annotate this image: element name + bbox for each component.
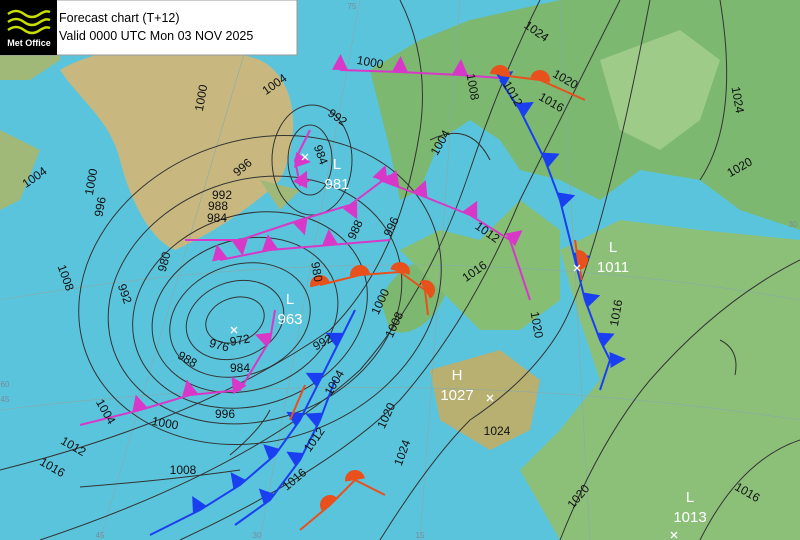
isobar-label: 980 [155,250,174,273]
isobar-label: 996 [215,407,235,421]
isobar-label: 988 [208,199,228,213]
centre-type: L [686,489,694,506]
isobar-label: 1000 [82,167,100,196]
logo-waves [7,9,51,35]
graticule-label: 15 [416,531,425,540]
isobar-label: 1000 [151,414,180,432]
centre-pressure: 963 [277,311,302,328]
graticule-label: 75 [348,2,357,11]
graticule-label: 45 [96,531,105,540]
fronts [79,54,626,536]
centre-type: H [452,367,463,384]
graticule-label: 45 [1,395,10,404]
centre-pressure: 1013 [673,509,706,526]
isobar-label: 976 [208,336,231,355]
centre-type: L [333,156,341,173]
isobar-label: 1000 [192,83,210,112]
isobar-label: 1020 [528,310,546,339]
isobar-label: 980 [308,261,325,283]
centre-crosses [230,153,678,539]
isobar-label: 984 [207,211,227,225]
centre-pressure: 1027 [440,387,473,404]
centre-type: L [609,239,617,256]
graticule-label: 30 [789,220,798,229]
isobar-label: 972 [229,331,251,348]
centre-pressure: 1011 [597,259,629,276]
isobar-label: 996 [92,195,109,217]
isobar-label: 1008 [464,72,482,101]
isobar-label: 1024 [729,85,747,114]
isobar-label: 992 [115,282,135,306]
header-title: Forecast chart (T+12) [59,11,180,25]
header: Met Office Forecast chart (T+12) Valid 0… [0,0,298,56]
isobar-label: 1008 [170,463,197,477]
header-valid: Valid 0000 UTC Mon 03 NOV 2025 [59,29,253,43]
isobar-label: 984 [230,361,250,375]
isobar-label: 1016 [607,298,625,327]
centre-type: L [286,291,294,308]
isobar-label: 984 [311,143,331,167]
isobar-label: 1000 [356,53,385,71]
graticule-label: 60 [1,380,10,389]
centre-pressure: 981 [324,176,349,193]
isobar-label: 992 [212,188,232,202]
isobar-label: 1024 [484,424,511,438]
logo-text: Met Office [7,38,51,48]
graticule-label: 30 [253,531,262,540]
